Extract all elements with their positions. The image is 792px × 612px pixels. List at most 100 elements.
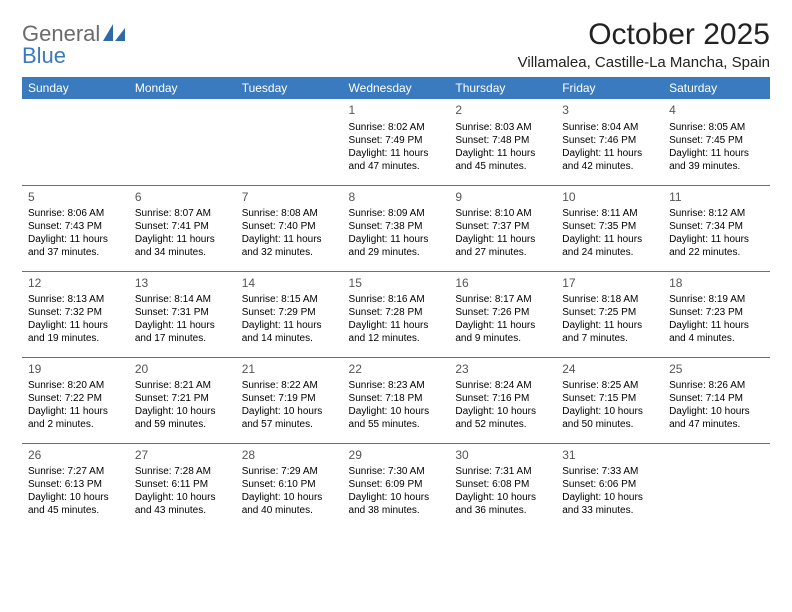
day-number: 12 <box>28 276 123 292</box>
daylight-text: Daylight: 11 hours and 17 minutes. <box>135 319 230 345</box>
day-number: 2 <box>455 103 550 119</box>
day-number: 4 <box>669 103 764 119</box>
day-cell: 15Sunrise: 8:16 AMSunset: 7:28 PMDayligh… <box>343 271 450 357</box>
daylight-text: Daylight: 11 hours and 37 minutes. <box>28 233 123 259</box>
daylight-text: Daylight: 11 hours and 12 minutes. <box>349 319 444 345</box>
sunrise-text: Sunrise: 8:16 AM <box>349 293 444 306</box>
sunrise-text: Sunrise: 8:20 AM <box>28 379 123 392</box>
sunset-text: Sunset: 7:35 PM <box>562 220 657 233</box>
day-cell: 25Sunrise: 8:26 AMSunset: 7:14 PMDayligh… <box>663 357 770 443</box>
sunset-text: Sunset: 7:45 PM <box>669 134 764 147</box>
daylight-text: Daylight: 11 hours and 4 minutes. <box>669 319 764 345</box>
day-number: 15 <box>349 276 444 292</box>
day-number: 18 <box>669 276 764 292</box>
sunset-text: Sunset: 7:41 PM <box>135 220 230 233</box>
day-number: 11 <box>669 190 764 206</box>
daylight-text: Daylight: 10 hours and 50 minutes. <box>562 405 657 431</box>
sunrise-text: Sunrise: 8:10 AM <box>455 207 550 220</box>
daylight-text: Daylight: 10 hours and 40 minutes. <box>242 491 337 517</box>
day-cell: 29Sunrise: 7:30 AMSunset: 6:09 PMDayligh… <box>343 443 450 529</box>
day-number: 31 <box>562 448 657 464</box>
sunset-text: Sunset: 6:06 PM <box>562 478 657 491</box>
day-number: 14 <box>242 276 337 292</box>
sunrise-text: Sunrise: 8:26 AM <box>669 379 764 392</box>
day-cell: 31Sunrise: 7:33 AMSunset: 6:06 PMDayligh… <box>556 443 663 529</box>
brand-word-2: Blue <box>22 43 66 68</box>
day-cell <box>22 99 129 185</box>
day-number: 27 <box>135 448 230 464</box>
day-number: 20 <box>135 362 230 378</box>
calendar-table: Sunday Monday Tuesday Wednesday Thursday… <box>22 77 770 529</box>
day-cell: 21Sunrise: 8:22 AMSunset: 7:19 PMDayligh… <box>236 357 343 443</box>
sunset-text: Sunset: 7:29 PM <box>242 306 337 319</box>
week-row: 1Sunrise: 8:02 AMSunset: 7:49 PMDaylight… <box>22 99 770 185</box>
day-header: Tuesday <box>236 77 343 99</box>
day-number: 21 <box>242 362 337 378</box>
day-cell: 22Sunrise: 8:23 AMSunset: 7:18 PMDayligh… <box>343 357 450 443</box>
day-cell: 30Sunrise: 7:31 AMSunset: 6:08 PMDayligh… <box>449 443 556 529</box>
day-header: Monday <box>129 77 236 99</box>
day-number: 25 <box>669 362 764 378</box>
day-cell: 18Sunrise: 8:19 AMSunset: 7:23 PMDayligh… <box>663 271 770 357</box>
day-header: Saturday <box>663 77 770 99</box>
day-number: 7 <box>242 190 337 206</box>
sunset-text: Sunset: 7:34 PM <box>669 220 764 233</box>
month-title: October 2025 <box>518 18 770 52</box>
day-number: 30 <box>455 448 550 464</box>
daylight-text: Daylight: 11 hours and 42 minutes. <box>562 147 657 173</box>
day-cell: 9Sunrise: 8:10 AMSunset: 7:37 PMDaylight… <box>449 185 556 271</box>
sunrise-text: Sunrise: 8:14 AM <box>135 293 230 306</box>
day-number: 6 <box>135 190 230 206</box>
day-number: 19 <box>28 362 123 378</box>
daylight-text: Daylight: 10 hours and 33 minutes. <box>562 491 657 517</box>
sunset-text: Sunset: 7:28 PM <box>349 306 444 319</box>
sunset-text: Sunset: 6:10 PM <box>242 478 337 491</box>
sunrise-text: Sunrise: 8:09 AM <box>349 207 444 220</box>
sunset-text: Sunset: 7:49 PM <box>349 134 444 147</box>
day-cell: 19Sunrise: 8:20 AMSunset: 7:22 PMDayligh… <box>22 357 129 443</box>
sunrise-text: Sunrise: 8:19 AM <box>669 293 764 306</box>
daylight-text: Daylight: 10 hours and 43 minutes. <box>135 491 230 517</box>
day-number: 3 <box>562 103 657 119</box>
sunset-text: Sunset: 7:46 PM <box>562 134 657 147</box>
day-number: 17 <box>562 276 657 292</box>
day-number: 23 <box>455 362 550 378</box>
sunrise-text: Sunrise: 7:29 AM <box>242 465 337 478</box>
day-cell: 27Sunrise: 7:28 AMSunset: 6:11 PMDayligh… <box>129 443 236 529</box>
day-cell: 2Sunrise: 8:03 AMSunset: 7:48 PMDaylight… <box>449 99 556 185</box>
sunset-text: Sunset: 7:31 PM <box>135 306 230 319</box>
location-text: Villamalea, Castille-La Mancha, Spain <box>518 54 770 71</box>
day-cell: 7Sunrise: 8:08 AMSunset: 7:40 PMDaylight… <box>236 185 343 271</box>
daylight-text: Daylight: 10 hours and 45 minutes. <box>28 491 123 517</box>
day-number: 8 <box>349 190 444 206</box>
sunrise-text: Sunrise: 8:06 AM <box>28 207 123 220</box>
calendar-page: General Blue October 2025 Villamalea, Ca… <box>0 0 792 539</box>
day-cell: 1Sunrise: 8:02 AMSunset: 7:49 PMDaylight… <box>343 99 450 185</box>
day-header: Sunday <box>22 77 129 99</box>
daylight-text: Daylight: 11 hours and 32 minutes. <box>242 233 337 259</box>
day-cell: 20Sunrise: 8:21 AMSunset: 7:21 PMDayligh… <box>129 357 236 443</box>
sunset-text: Sunset: 7:21 PM <box>135 392 230 405</box>
day-cell: 14Sunrise: 8:15 AMSunset: 7:29 PMDayligh… <box>236 271 343 357</box>
sunset-text: Sunset: 6:11 PM <box>135 478 230 491</box>
week-row: 19Sunrise: 8:20 AMSunset: 7:22 PMDayligh… <box>22 357 770 443</box>
day-cell: 3 Sunrise: 8:04 AMSunset: 7:46 PMDaylight… <box>556 99 663 185</box>
day-cell: 10Sunrise: 8:11 AMSunset: 7:35 PMDayligh… <box>556 185 663 271</box>
day-cell <box>663 443 770 529</box>
sunset-text: Sunset: 7:25 PM <box>562 306 657 319</box>
daylight-text: Daylight: 11 hours and 7 minutes. <box>562 319 657 345</box>
brand-logo: General Blue <box>22 24 125 67</box>
week-row: 12Sunrise: 8:13 AMSunset: 7:32 PMDayligh… <box>22 271 770 357</box>
sunrise-text: Sunrise: 8:04 AM <box>562 121 657 134</box>
week-row: 26Sunrise: 7:27 AMSunset: 6:13 PMDayligh… <box>22 443 770 529</box>
day-cell: 11Sunrise: 8:12 AMSunset: 7:34 PMDayligh… <box>663 185 770 271</box>
daylight-text: Daylight: 11 hours and 22 minutes. <box>669 233 764 259</box>
sunrise-text: Sunrise: 8:15 AM <box>242 293 337 306</box>
sunset-text: Sunset: 7:37 PM <box>455 220 550 233</box>
sunset-text: Sunset: 6:09 PM <box>349 478 444 491</box>
week-row: 5Sunrise: 8:06 AMSunset: 7:43 PMDaylight… <box>22 185 770 271</box>
brand-text: General Blue <box>22 24 125 67</box>
day-cell <box>129 99 236 185</box>
sunrise-text: Sunrise: 8:24 AM <box>455 379 550 392</box>
sunset-text: Sunset: 7:16 PM <box>455 392 550 405</box>
